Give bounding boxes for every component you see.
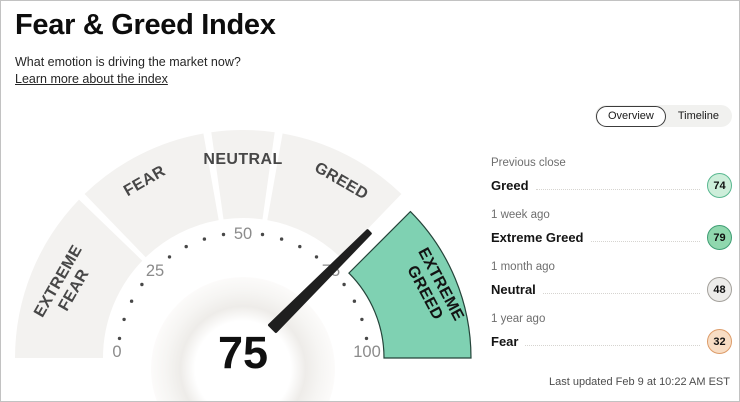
history-item: 1 year ago Fear 32	[491, 313, 732, 354]
dotted-leader	[535, 181, 700, 190]
gauge-segment-fear	[84, 133, 219, 258]
gauge-segment-extreme-greed	[348, 210, 472, 359]
tick-label-100: 100	[353, 343, 381, 361]
tick-label-0: 0	[112, 343, 121, 361]
gauge-value: 75	[218, 327, 268, 378]
tick-dots	[117, 232, 369, 341]
last-updated: Last updated Feb 9 at 10:22 AM EST	[548, 376, 730, 388]
dotted-leader	[525, 337, 700, 346]
history-item: Previous close Greed 74	[491, 157, 732, 198]
score-badge: 74	[707, 173, 732, 198]
history-item-value: Neutral	[491, 282, 536, 297]
history-item-label: 1 month ago	[491, 261, 555, 273]
learn-more-link[interactable]: Learn more about the index	[15, 72, 168, 86]
history-item: 1 week ago Extreme Greed 79	[491, 209, 732, 250]
tab-timeline[interactable]: Timeline	[677, 109, 719, 122]
gauge-segment-extreme-fear	[15, 199, 143, 358]
history-item-value: Fear	[491, 334, 519, 349]
tick-label-25: 25	[146, 262, 164, 280]
history-item-label: Previous close	[491, 157, 566, 169]
gauge-needle	[268, 229, 372, 333]
score-badge: 79	[707, 225, 732, 250]
history-item-value: Extreme Greed	[491, 230, 584, 245]
subtitle: What emotion is driving the market now?	[15, 55, 241, 69]
view-toggle: Overview Timeline	[594, 105, 732, 127]
svg-text:NEUTRAL: NEUTRAL	[203, 151, 282, 168]
history-item-label: 1 week ago	[491, 209, 550, 221]
dotted-leader	[590, 233, 700, 242]
segment-label-neutral: NEUTRAL	[203, 151, 282, 168]
history-item-label: 1 year ago	[491, 313, 546, 325]
score-badge: 32	[707, 329, 732, 354]
tick-label-50: 50	[234, 225, 252, 243]
dotted-leader	[542, 285, 700, 294]
gauge-segment-neutral	[211, 129, 275, 220]
gauge-segment-greed	[267, 133, 402, 258]
history-item-value: Greed	[491, 178, 529, 193]
tab-overview[interactable]: Overview	[595, 105, 666, 127]
history-item: 1 month ago Neutral 48	[491, 261, 732, 302]
history-list: Previous close Greed 74 1 week ago Extre…	[491, 157, 732, 365]
score-badge: 48	[707, 277, 732, 302]
page-title: Fear & Greed Index	[15, 9, 276, 41]
